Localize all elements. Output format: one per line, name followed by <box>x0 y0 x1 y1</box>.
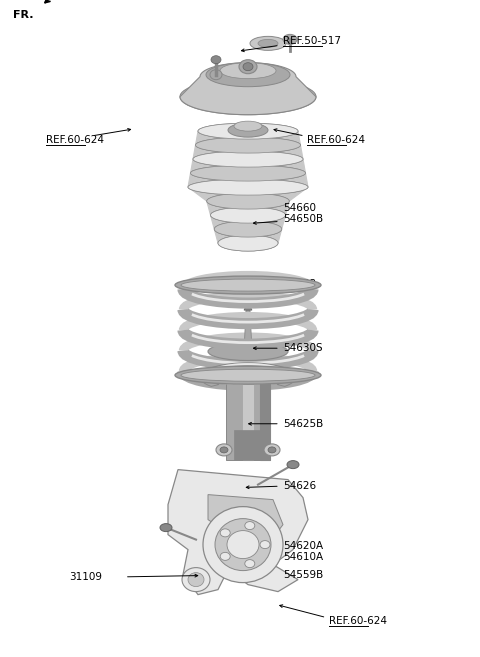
Ellipse shape <box>211 207 286 223</box>
Ellipse shape <box>227 531 259 558</box>
Ellipse shape <box>220 62 276 79</box>
Text: 54626: 54626 <box>283 481 316 491</box>
Ellipse shape <box>206 62 290 87</box>
Polygon shape <box>208 495 283 545</box>
Polygon shape <box>226 351 270 460</box>
Ellipse shape <box>250 36 286 51</box>
Text: 54625B: 54625B <box>283 419 324 429</box>
Text: 54610A: 54610A <box>283 552 324 562</box>
Ellipse shape <box>181 369 315 381</box>
Text: REF.50-517: REF.50-517 <box>283 36 341 47</box>
Text: FR.: FR. <box>13 10 34 20</box>
Ellipse shape <box>214 221 282 237</box>
Polygon shape <box>244 302 252 310</box>
Text: REF.60-624: REF.60-624 <box>46 135 104 145</box>
Ellipse shape <box>220 447 228 453</box>
Ellipse shape <box>245 560 255 568</box>
Ellipse shape <box>191 165 305 181</box>
Ellipse shape <box>283 34 297 45</box>
Ellipse shape <box>222 165 274 179</box>
Ellipse shape <box>260 541 270 549</box>
Polygon shape <box>168 470 308 595</box>
Ellipse shape <box>224 138 272 152</box>
Ellipse shape <box>230 127 266 141</box>
Ellipse shape <box>180 79 316 115</box>
Ellipse shape <box>188 179 308 195</box>
Polygon shape <box>243 351 253 460</box>
Text: 54559B: 54559B <box>283 570 324 580</box>
Ellipse shape <box>211 56 221 64</box>
Ellipse shape <box>216 444 232 456</box>
Ellipse shape <box>268 447 276 453</box>
Ellipse shape <box>228 123 268 137</box>
Ellipse shape <box>287 461 299 468</box>
Ellipse shape <box>193 151 303 167</box>
Ellipse shape <box>220 529 230 537</box>
Ellipse shape <box>175 366 321 384</box>
Ellipse shape <box>195 137 300 153</box>
Polygon shape <box>200 363 296 386</box>
Ellipse shape <box>210 70 222 79</box>
Ellipse shape <box>220 553 230 560</box>
Polygon shape <box>244 310 252 351</box>
Ellipse shape <box>218 235 278 251</box>
Ellipse shape <box>198 123 298 139</box>
Text: 54650B: 54650B <box>283 214 324 225</box>
Ellipse shape <box>218 235 278 251</box>
Ellipse shape <box>258 39 278 47</box>
Ellipse shape <box>160 524 172 532</box>
Text: 54633: 54633 <box>283 279 316 289</box>
Ellipse shape <box>208 342 288 361</box>
Ellipse shape <box>245 522 255 530</box>
Ellipse shape <box>193 151 303 167</box>
Ellipse shape <box>226 132 270 146</box>
Ellipse shape <box>264 444 280 456</box>
Ellipse shape <box>214 221 282 237</box>
Ellipse shape <box>239 60 257 74</box>
Text: 54620A: 54620A <box>283 541 324 551</box>
Ellipse shape <box>175 276 321 294</box>
Ellipse shape <box>215 518 271 571</box>
Ellipse shape <box>207 193 289 209</box>
Text: 54660: 54660 <box>283 203 316 214</box>
Ellipse shape <box>195 137 300 153</box>
Polygon shape <box>188 131 308 243</box>
Polygon shape <box>180 62 316 115</box>
Ellipse shape <box>181 279 315 291</box>
Text: REF.60-624: REF.60-624 <box>329 616 387 626</box>
Text: 54630S: 54630S <box>283 343 323 353</box>
Ellipse shape <box>188 573 204 587</box>
Text: 31109: 31109 <box>70 572 103 582</box>
Ellipse shape <box>191 165 305 181</box>
Text: REF.60-624: REF.60-624 <box>307 135 365 145</box>
Ellipse shape <box>243 62 253 71</box>
Ellipse shape <box>203 507 283 583</box>
Ellipse shape <box>207 193 289 209</box>
Polygon shape <box>260 351 270 460</box>
Ellipse shape <box>220 155 276 169</box>
Ellipse shape <box>198 123 298 139</box>
Ellipse shape <box>182 568 210 591</box>
Polygon shape <box>234 430 262 460</box>
Ellipse shape <box>188 179 308 195</box>
Ellipse shape <box>222 146 274 160</box>
Ellipse shape <box>211 207 286 223</box>
Ellipse shape <box>234 121 262 131</box>
